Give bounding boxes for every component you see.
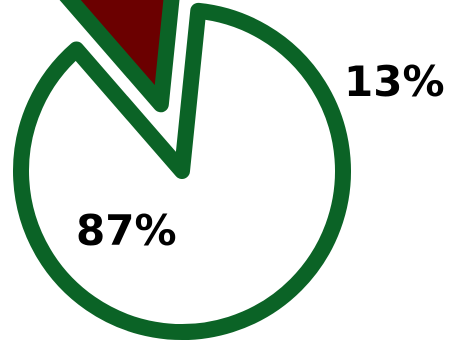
slice-87-percent <box>13 2 351 340</box>
slice-label-87: 87% <box>76 206 177 255</box>
slice-13-percent <box>59 0 180 113</box>
slice-label-13: 13% <box>344 57 445 106</box>
